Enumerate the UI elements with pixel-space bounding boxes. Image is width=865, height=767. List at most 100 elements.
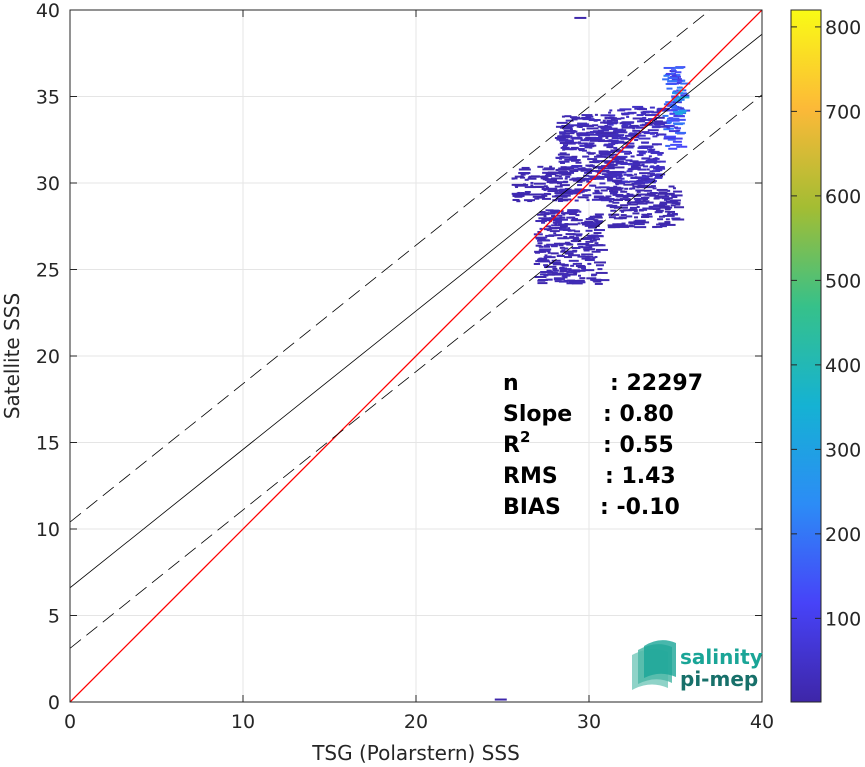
- density-cell: [638, 152, 646, 155]
- density-cell: [647, 150, 660, 153]
- density-cell: [624, 112, 635, 115]
- density-cell: [609, 146, 613, 149]
- density-cell: [634, 139, 639, 142]
- density-cell: [618, 217, 627, 220]
- colorbar-tick-label: 200: [825, 524, 861, 546]
- density-cell: [523, 199, 535, 202]
- density-cell: [516, 192, 525, 195]
- density-cell: [604, 133, 615, 136]
- density-cell: [674, 74, 681, 77]
- density-cell: [562, 148, 566, 151]
- density-cell: [566, 282, 574, 285]
- density-cell: [532, 186, 545, 189]
- density-cell: [649, 149, 655, 152]
- density-cell: [514, 175, 524, 178]
- density-cell: [585, 229, 593, 232]
- density-cell: [600, 189, 608, 192]
- density-cell: [601, 139, 605, 142]
- density-cell: [657, 133, 665, 136]
- density-cell: [617, 225, 629, 228]
- density-cell: [569, 157, 578, 160]
- density-cell: [568, 125, 574, 128]
- density-cell: [669, 75, 681, 78]
- density-cell: [519, 172, 531, 175]
- stat-value: : 1.43: [605, 464, 676, 489]
- density-cell: [519, 176, 524, 179]
- density-cell: [678, 98, 685, 101]
- colorbar: [790, 9, 822, 703]
- density-cell: [632, 105, 644, 108]
- density-cell: [676, 86, 683, 89]
- density-cell: [550, 211, 559, 214]
- density-cell: [636, 205, 640, 208]
- density-cell: [649, 166, 661, 169]
- density-cell: [585, 244, 593, 247]
- density-cell: [603, 144, 611, 147]
- density-cell: [670, 143, 683, 146]
- density-cell: [559, 191, 571, 194]
- density-cell: [649, 174, 662, 177]
- density-cell: [543, 192, 550, 195]
- density-cell: [606, 171, 616, 174]
- density-cell: [512, 198, 520, 201]
- colorbar-tick-label: 300: [825, 439, 861, 461]
- density-cell: [570, 136, 583, 139]
- x-tick-label: 0: [64, 711, 76, 733]
- density-cell: [592, 256, 596, 259]
- density-cell: [593, 155, 606, 158]
- density-cell: [612, 136, 619, 139]
- density-cell: [642, 186, 655, 189]
- density-cell: [568, 259, 579, 262]
- density-cell: [639, 208, 648, 211]
- density-cell: [674, 71, 682, 74]
- density-cell: [545, 186, 549, 189]
- density-cell: [644, 189, 653, 192]
- density-cell: [634, 173, 638, 176]
- y-tick-label: 25: [36, 260, 60, 282]
- density-cell: [559, 152, 567, 155]
- density-cell: [569, 116, 577, 119]
- density-cell: [568, 213, 577, 216]
- density-cell: [629, 124, 639, 127]
- density-cell: [571, 177, 576, 180]
- density-cell: [577, 122, 588, 125]
- density-cell: [576, 180, 583, 183]
- density-cell: [537, 279, 546, 282]
- density-cell: [577, 266, 586, 269]
- density-cell: [552, 273, 562, 276]
- density-cell: [577, 134, 581, 137]
- density-cell: [550, 252, 559, 255]
- stat-label: n: [503, 371, 519, 396]
- density-cell: [608, 213, 620, 216]
- density-cell: [629, 208, 635, 211]
- density-cell: [560, 250, 568, 253]
- density-cell: [619, 209, 626, 212]
- x-tick-label: 10: [231, 711, 255, 733]
- density-cell: [576, 262, 583, 265]
- density-cell: [592, 279, 596, 282]
- density-cell: [605, 195, 612, 198]
- density-cell: [541, 213, 550, 216]
- density-cell: [546, 269, 552, 272]
- density-cell: [657, 218, 664, 221]
- density-cell: [633, 222, 642, 225]
- density-cell: [661, 197, 673, 200]
- density-cell: [570, 264, 575, 267]
- density-cell: [608, 216, 616, 219]
- density-cell: [649, 192, 658, 195]
- density-cell: [667, 77, 678, 80]
- density-cell: [550, 177, 563, 180]
- density-cell: [612, 187, 624, 190]
- density-cell: [616, 131, 628, 134]
- density-cell: [637, 120, 646, 123]
- outlier-point: [574, 16, 587, 19]
- density-cell: [594, 256, 598, 259]
- density-cell: [655, 175, 664, 178]
- logo-waves-icon: [632, 640, 676, 690]
- density-cell: [581, 114, 593, 117]
- density-cell: [664, 221, 671, 224]
- density-cell: [582, 155, 590, 158]
- outlier-point: [494, 698, 507, 701]
- density-cell: [577, 222, 581, 225]
- density-cell: [657, 152, 663, 155]
